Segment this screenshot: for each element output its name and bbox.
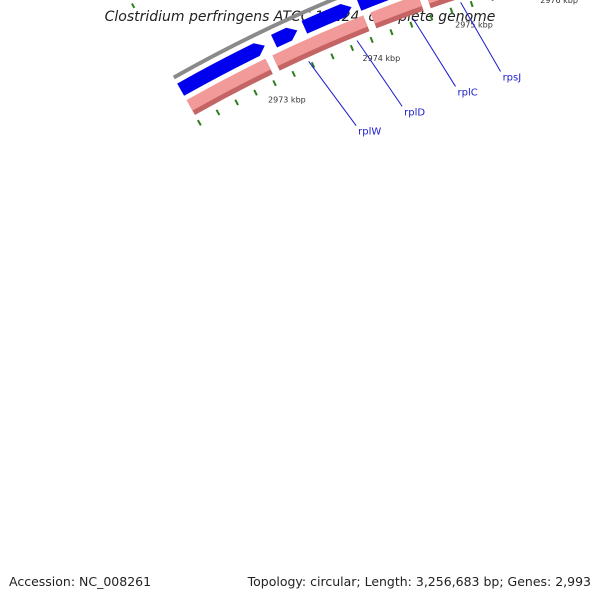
gene-leader-line	[460, 2, 502, 72]
backbone-line	[172, 0, 338, 80]
tick-label: 2976 kbp	[540, 0, 578, 5]
accession-text: Accession: NC_008261	[9, 574, 152, 589]
tick-mark	[272, 79, 277, 87]
forward-gene-arrow	[177, 43, 265, 96]
tick-mark	[234, 99, 239, 106]
tick-mark	[369, 36, 374, 44]
reverse-gene-block	[427, 0, 440, 4]
genome-summary-text: Topology: circular; Length: 3,256,683 bp…	[247, 574, 591, 589]
tick-mark	[429, 14, 434, 21]
tick-mark	[349, 44, 355, 52]
kbp-tick-track	[197, 0, 494, 126]
tick-label: 2974 kbp	[363, 54, 401, 63]
tick-mark	[469, 0, 474, 8]
gene-leader-line	[412, 18, 456, 87]
forward-strand-genes	[177, 0, 389, 96]
tick-mark	[215, 109, 221, 116]
tick-mark	[449, 7, 454, 14]
gene-label: rplW	[358, 127, 381, 138]
reverse-gene-shadow	[427, 0, 455, 9]
gene-label: rpsJ	[503, 73, 522, 84]
tick-label: 2973 kbp	[268, 96, 306, 105]
guide-dot	[131, 3, 136, 9]
gene-label: rplD	[404, 107, 425, 118]
genome-backbone	[172, 0, 338, 80]
tick-mark	[409, 21, 414, 28]
forward-gene-arrow	[271, 27, 298, 48]
gene-labels: rplWrplDrplCrpsJtuffusArpsG	[308, 2, 522, 138]
tick-mark	[330, 53, 335, 60]
reverse-strand-genes	[186, 0, 455, 115]
reverse-gene-block	[272, 15, 368, 67]
gene-label: rplC	[458, 87, 478, 98]
tick-mark	[491, 0, 494, 1]
tick-mark	[253, 89, 258, 96]
forward-gene-arrow	[357, 0, 389, 11]
dotted-guide-track	[131, 3, 136, 9]
forward-gene-arrow	[301, 4, 352, 34]
tick-mark	[197, 119, 202, 126]
tick-mark	[389, 29, 394, 36]
gene-leader-line	[308, 61, 357, 126]
tick-mark	[291, 70, 296, 78]
reverse-gene-block	[186, 58, 271, 111]
reverse-gene-block	[370, 0, 422, 24]
gene-leader-line	[356, 40, 403, 107]
tick-mark	[310, 61, 316, 69]
